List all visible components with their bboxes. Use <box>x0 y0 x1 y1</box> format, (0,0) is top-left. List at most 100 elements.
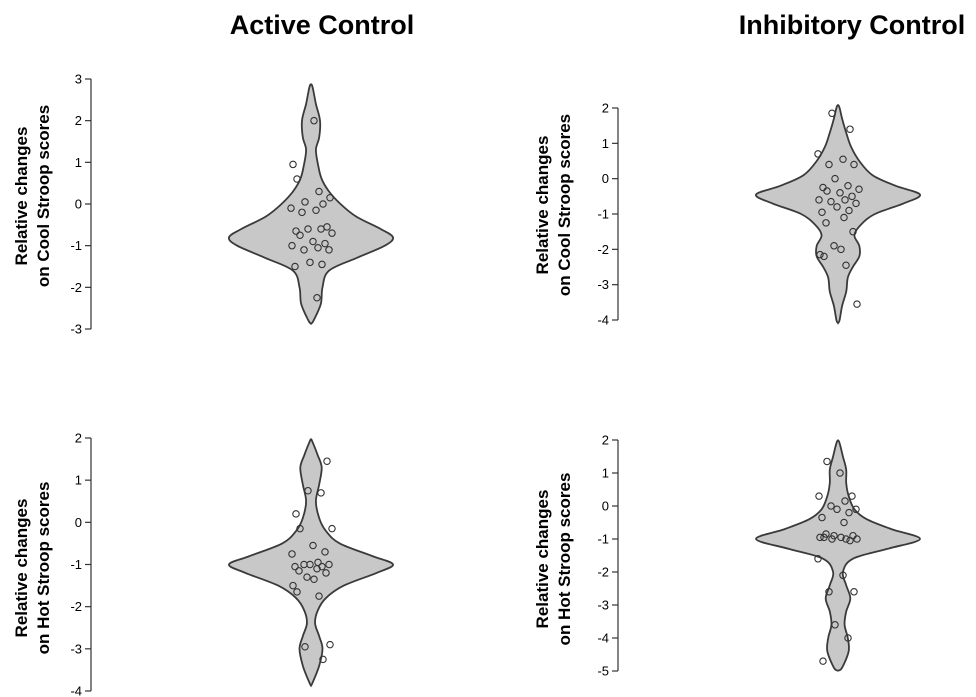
data-point <box>309 541 317 550</box>
data-point <box>301 198 309 206</box>
data-point <box>303 573 311 581</box>
data-point <box>296 524 304 533</box>
data-point <box>855 185 863 194</box>
data-point <box>326 640 334 649</box>
data-point <box>300 246 308 254</box>
y-tick-label: 0 <box>75 197 82 212</box>
data-point <box>837 245 845 254</box>
data-point <box>319 200 327 208</box>
data-point <box>833 203 841 211</box>
data-point <box>328 229 336 237</box>
data-point <box>814 555 822 563</box>
data-point <box>853 535 861 543</box>
panel-active-hot: 2 1 0 -1 -2 -3 -4 Relative changes on Hot Stroop… <box>12 431 394 697</box>
y-tick-label: -3 <box>70 322 82 337</box>
data-point <box>825 160 833 169</box>
data-point <box>318 260 326 269</box>
data-point <box>318 562 326 571</box>
y-tick-label: -2 <box>70 280 82 295</box>
data-point <box>820 533 828 542</box>
data-point <box>317 225 325 233</box>
y-tick-label: -5 <box>597 664 609 679</box>
data-point <box>293 588 301 596</box>
data-point <box>295 567 303 575</box>
data-point <box>288 241 296 250</box>
data-point <box>322 569 330 577</box>
y-tick-label: 1 <box>602 136 609 151</box>
data-point <box>828 109 836 118</box>
data-point <box>853 300 861 308</box>
data-point <box>818 513 826 522</box>
data-point <box>844 181 852 190</box>
y-tick-label: -3 <box>70 641 82 656</box>
panel-active-cool: 3 2 1 0 -1 -2 -3 Relative changes on Cool Stroop… <box>12 72 394 337</box>
data-point <box>850 160 858 169</box>
y-tick-label: -4 <box>70 684 82 697</box>
y-tick-label: -2 <box>597 242 609 257</box>
panel-inhibitory-cool: 2 1 0 -1 -2 -3 -4 Relative changes on Cool Stroo… <box>533 101 921 328</box>
data-point <box>293 175 301 183</box>
data-point <box>315 592 323 600</box>
data-point <box>313 564 321 573</box>
data-point <box>819 657 827 665</box>
data-point <box>298 208 306 217</box>
data-point <box>848 492 856 500</box>
y-tick-label: 3 <box>75 72 82 87</box>
data-point <box>291 562 299 571</box>
y-tick-label: 2 <box>602 101 609 116</box>
data-point <box>306 560 314 569</box>
data-point <box>840 518 848 527</box>
y-tick-label: 1 <box>75 473 82 488</box>
data-point <box>328 524 336 533</box>
y-tick-label: 2 <box>602 433 609 448</box>
data-point <box>292 227 300 235</box>
data-point <box>304 225 312 233</box>
y-axis-label-line2: on Hot Stroop scores <box>555 473 574 646</box>
data-point <box>846 536 854 545</box>
data-point <box>836 469 844 477</box>
y-tick-label: 0 <box>602 499 609 514</box>
data-point <box>288 550 296 558</box>
y-axis-label-line2: on Cool Stroop scores <box>34 105 53 287</box>
data-point <box>823 457 831 466</box>
y-tick-label: -4 <box>597 631 609 646</box>
data-point <box>321 239 329 248</box>
data-point <box>315 187 323 196</box>
y-tick-label: -2 <box>70 599 82 614</box>
data-point <box>839 571 847 580</box>
y-axis-label-line1: Relative changes <box>533 136 552 275</box>
y-tick-label: -1 <box>70 238 82 253</box>
data-point <box>287 204 295 212</box>
y-axis-label-line1: Relative changes <box>533 490 552 629</box>
y-axis-label-line2: on Cool Stroop scores <box>555 114 574 296</box>
y-tick-label: -3 <box>597 277 609 292</box>
y-axis-label-line1: Relative changes <box>12 127 31 266</box>
column-title-active-control: Active Control <box>230 10 415 40</box>
y-tick-label: -1 <box>70 557 82 572</box>
violin-shape <box>228 438 394 688</box>
data-point <box>816 250 824 259</box>
data-point <box>822 219 830 227</box>
data-point <box>852 199 860 208</box>
data-point <box>296 231 304 240</box>
data-point <box>849 227 857 236</box>
data-point <box>845 206 853 215</box>
data-point <box>844 634 852 642</box>
data-point <box>850 588 858 596</box>
y-tick-label: 1 <box>75 155 82 170</box>
data-point <box>310 116 318 125</box>
y-tick-label: -1 <box>597 532 609 547</box>
data-point <box>323 457 331 465</box>
data-point <box>304 486 312 495</box>
data-point <box>841 497 849 505</box>
y-tick-label: -4 <box>597 313 609 328</box>
data-point <box>314 244 322 252</box>
data-point <box>816 533 824 542</box>
data-point <box>848 192 856 201</box>
data-point <box>827 502 835 510</box>
y-tick-label: 0 <box>75 515 82 530</box>
y-tick-label: -1 <box>597 207 609 222</box>
data-point <box>319 655 327 664</box>
data-point <box>842 535 850 543</box>
